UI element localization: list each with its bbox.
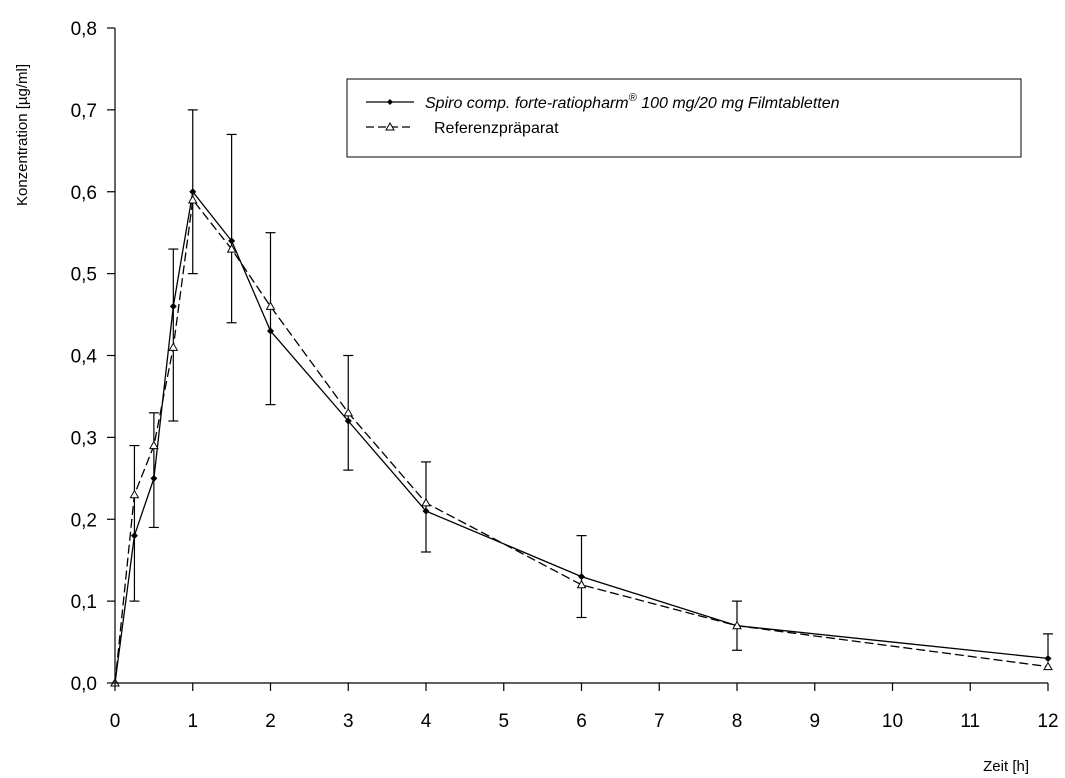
series-2-point: [149, 440, 159, 450]
series-1-point: [189, 188, 197, 196]
legend-label-series-2: Referenzpräparat: [434, 120, 559, 137]
legend: Spiro comp. forte-ratiopharm® 100 mg/20 …: [346, 78, 1022, 158]
series-1-point: [130, 532, 138, 540]
series-1-point: [344, 417, 352, 425]
x-tick-label: 11: [960, 711, 980, 732]
series-1-line: [114, 190, 1049, 684]
axes: 0 1 2 3 4 5 6 7 8 9 10 11 120,00,10,20,30,40,50,60,7…: [71, 19, 1059, 732]
y-tick-label: 0,3: [71, 428, 97, 449]
y-tick-label: 0,8: [71, 19, 97, 40]
legend-label-series-1-sup: ®: [629, 92, 638, 104]
series-2-point: [421, 497, 431, 507]
series-2-point: [343, 407, 354, 417]
y-tick-label: 0,5: [71, 265, 97, 286]
legend-marker-series-2: [385, 121, 395, 131]
y-axis-title: Konzentration [µg/ml]: [14, 64, 31, 206]
x-tick-label: 6: [576, 711, 587, 732]
series-1-point: [150, 474, 158, 482]
x-tick-label: 9: [809, 711, 820, 732]
x-axis-title: Zeit [h]: [983, 758, 1029, 775]
x-tick-label: 5: [498, 711, 509, 732]
plot-area: [110, 109, 1053, 687]
series-2-point: [576, 579, 587, 589]
series-2-point: [129, 489, 140, 499]
legend-label-series-1-tail: 100 mg/20 mg Filmtabletten: [637, 95, 840, 112]
y-tick-label: 0,2: [71, 510, 97, 531]
series-2-point: [265, 301, 276, 310]
series-2-point: [226, 244, 237, 253]
y-tick-label: 0,1: [71, 592, 97, 613]
x-tick-label: 1: [187, 711, 198, 732]
y-tick-label: 0,4: [71, 347, 98, 368]
x-tick-label: 2: [265, 711, 276, 732]
series-1-point: [1044, 654, 1052, 662]
legend-label-series-1: Spiro comp. forte-ratiopharm® 100 mg/20 …: [425, 92, 840, 112]
series-2-line: [114, 198, 1049, 684]
y-tick-label: 0,0: [71, 674, 97, 695]
legend-marker-series-1: [387, 99, 393, 105]
x-tick-label: 4: [421, 711, 432, 732]
series-1-point: [267, 327, 274, 335]
x-tick-label: 10: [882, 711, 903, 732]
series-1-point: [578, 573, 585, 581]
series-2-point: [1043, 661, 1053, 671]
series-2-point: [168, 342, 179, 351]
series-1-point: [169, 302, 177, 310]
x-tick-label: 7: [654, 711, 665, 732]
y-tick-label: 0,7: [71, 101, 97, 122]
x-tick-label: 0: [110, 711, 121, 732]
legend-box: [346, 78, 1022, 158]
x-tick-label: 12: [1037, 711, 1058, 732]
x-tick-label: 3: [343, 711, 354, 732]
series-1-point: [228, 237, 236, 245]
series-1-point: [422, 507, 430, 515]
x-tick-label: 8: [732, 711, 743, 732]
legend-label-series-1-main: Spiro comp. forte-ratiopharm: [425, 95, 629, 112]
series-2-point: [187, 194, 198, 204]
y-tick-label: 0,6: [71, 183, 97, 204]
series-2-point: [732, 620, 742, 630]
